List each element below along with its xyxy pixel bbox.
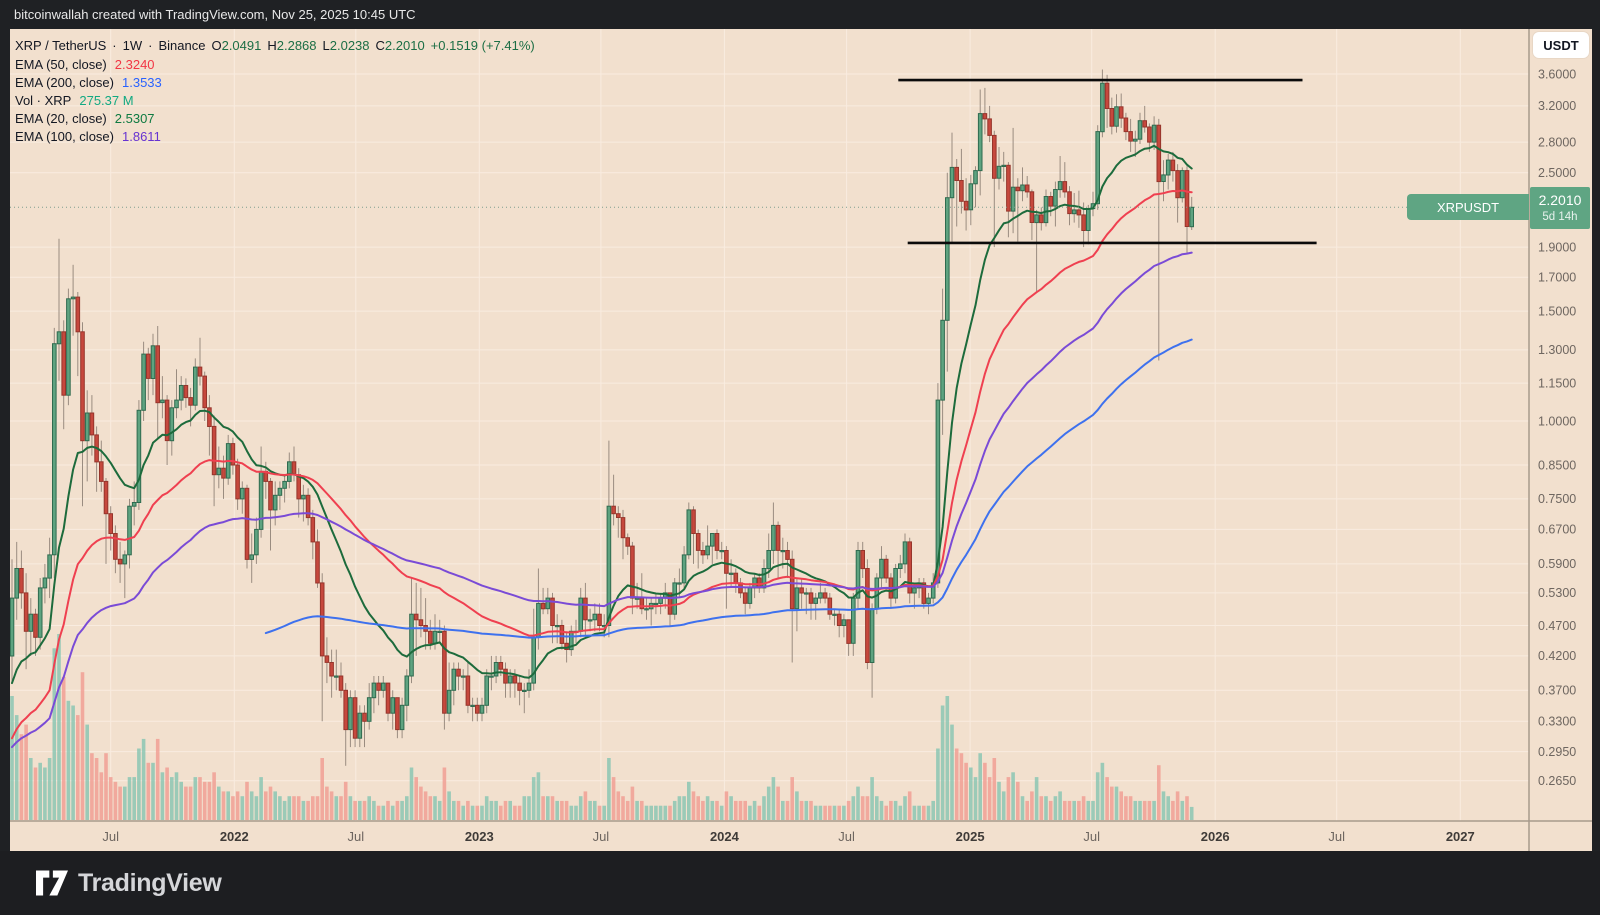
indicator-value: 1.8611 (122, 128, 161, 144)
svg-text:1.5000: 1.5000 (1538, 304, 1576, 318)
footer-bar: TradingView (0, 851, 1600, 915)
bar-countdown: 5d 14h (1542, 210, 1578, 223)
volume-bars-layer (10, 634, 1194, 820)
svg-text:Jul: Jul (1083, 829, 1100, 844)
svg-text:1.0000: 1.0000 (1538, 414, 1576, 428)
svg-text:1.3000: 1.3000 (1538, 343, 1576, 357)
time-axis[interactable]: Jul 2022 Jul 2023 Jul 2024 Jul 2025 Jul 2026 Jul 20… (102, 829, 1474, 844)
svg-text:3.2000: 3.2000 (1538, 99, 1576, 113)
symbol-price-label: XRPUSDT (1407, 194, 1529, 220)
svg-text:2.8000: 2.8000 (1538, 135, 1576, 149)
svg-text:Jul: Jul (1328, 829, 1345, 844)
svg-text:0.3300: 0.3300 (1538, 715, 1576, 729)
svg-text:2027: 2027 (1446, 829, 1475, 844)
symbol-title-row[interactable]: XRP / TetherUS · 1W · Binance O2.0491 H2.… (15, 35, 541, 55)
indicator-value: 1.3533 (122, 74, 162, 90)
exchange-label: Binance (158, 37, 206, 53)
ohlc-token: O2.0491 (211, 37, 262, 53)
price-axis[interactable]: 3.6000 3.2000 2.8000 2.5000 1.9000 1.7000 1.50… (1538, 67, 1576, 788)
indicator-value: 275.37 M (79, 92, 134, 108)
attribution-text: bitcoinwallah created with TradingView.c… (14, 7, 416, 22)
currency-toggle-button[interactable]: USDT (1533, 32, 1589, 58)
indicator-row[interactable]: EMA (20, close) 2.5307 (15, 109, 541, 127)
chart-legend: XRP / TetherUS · 1W · Binance O2.0491 H2.… (15, 35, 541, 145)
indicator-value: 2.5307 (114, 110, 155, 126)
svg-text:0.2650: 0.2650 (1538, 774, 1576, 788)
svg-text:0.7500: 0.7500 (1538, 492, 1576, 506)
ema-20-line[interactable] (11, 144, 1193, 685)
svg-text:0.6700: 0.6700 (1538, 523, 1576, 537)
svg-text:2026: 2026 (1201, 829, 1230, 844)
svg-text:2024: 2024 (710, 829, 740, 844)
indicator-label: EMA (20, close) (15, 110, 107, 126)
ema-100-line[interactable] (11, 251, 1193, 749)
last-price-value: 2.2010 (1538, 192, 1582, 209)
svg-text:0.5300: 0.5300 (1538, 586, 1576, 600)
indicator-row[interactable]: EMA (200, close) 1.3533 (15, 73, 541, 91)
separator-dot: · (148, 37, 153, 53)
svg-text:Jul: Jul (102, 829, 119, 844)
svg-text:2023: 2023 (465, 829, 494, 844)
svg-text:1.7000: 1.7000 (1538, 271, 1576, 285)
indicator-label: EMA (200, close) (15, 74, 114, 90)
ema-200-line[interactable] (264, 338, 1193, 639)
interval-label: 1W (122, 37, 143, 53)
svg-text:2025: 2025 (956, 829, 985, 844)
indicator-row[interactable]: EMA (100, close) 1.8611 (15, 127, 541, 145)
separator-dot: · (112, 37, 117, 53)
svg-text:1.1500: 1.1500 (1538, 376, 1576, 390)
grid-lines (10, 29, 1529, 821)
svg-text:0.3700: 0.3700 (1538, 684, 1576, 698)
left-border (0, 29, 10, 851)
svg-text:1.9000: 1.9000 (1538, 240, 1576, 254)
svg-text:Jul: Jul (593, 829, 610, 844)
indicator-row[interactable]: Vol · XRP 275.37 M (15, 91, 541, 109)
svg-text:3.6000: 3.6000 (1538, 67, 1576, 81)
ohlc-token: L2.0238 (322, 37, 370, 53)
indicator-value: 2.3240 (114, 56, 155, 72)
symbol-name: XRP / TetherUS (15, 37, 107, 53)
indicator-legend-rows: EMA (50, close) 2.3240 EMA (200, close) 1.3… (15, 55, 541, 145)
svg-text:0.5900: 0.5900 (1538, 557, 1576, 571)
ohlc-values: O2.0491 H2.2868 L2.0238 C2.2010 (211, 38, 430, 53)
change-value: +0.1519 (+7.41%) (430, 37, 535, 53)
indicator-label: Vol · XRP (15, 92, 72, 108)
indicator-row[interactable]: EMA (50, close) 2.3240 (15, 55, 541, 73)
ema-50-line[interactable] (11, 189, 1193, 740)
tradingview-logo-icon[interactable] (36, 870, 68, 896)
indicator-label: EMA (50, close) (15, 56, 107, 72)
svg-text:Jul: Jul (838, 829, 855, 844)
tradingview-brand-text[interactable]: TradingView (78, 868, 222, 897)
candles-layer (10, 69, 1195, 766)
svg-text:Jul: Jul (347, 829, 364, 844)
ohlc-token: C2.2010 (375, 37, 425, 53)
svg-text:2.5000: 2.5000 (1538, 166, 1576, 180)
svg-text:0.8500: 0.8500 (1538, 458, 1576, 472)
svg-text:0.4200: 0.4200 (1538, 649, 1576, 663)
last-price-badge: 2.2010 5d 14h (1530, 187, 1590, 229)
indicator-label: EMA (100, close) (15, 128, 114, 144)
right-border (1592, 29, 1600, 851)
svg-text:2022: 2022 (220, 829, 249, 844)
attribution-bar: bitcoinwallah created with TradingView.c… (0, 0, 1600, 29)
svg-text:0.4700: 0.4700 (1538, 619, 1576, 633)
ohlc-token: H2.2868 (267, 37, 317, 53)
svg-text:0.2950: 0.2950 (1538, 745, 1576, 759)
